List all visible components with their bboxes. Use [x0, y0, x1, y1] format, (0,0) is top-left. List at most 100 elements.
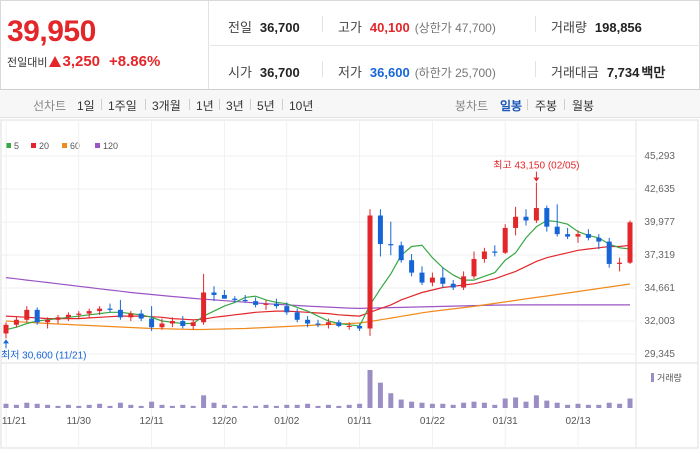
volume-bar	[65, 404, 71, 408]
candle-body	[336, 322, 342, 327]
volume-bar	[294, 404, 300, 408]
candle-body	[159, 323, 165, 328]
change-row: 전일대비 3,250 +8.86%	[7, 53, 160, 70]
candle-body	[128, 313, 134, 318]
candle-body	[201, 292, 207, 323]
period-1d[interactable]: 1일	[77, 99, 95, 113]
chart-toolbar: 선차트 1일 1주일 3개월 1년 3년 5년 10년 봉차트 일봉 주봉 월봉	[0, 90, 700, 118]
candle-body	[565, 234, 571, 237]
min-marker: 최저 30,600 (11/21)	[1, 339, 87, 361]
candle-body	[149, 318, 155, 328]
volume-bar	[242, 405, 248, 408]
volume-bar	[419, 402, 425, 408]
line-chart-label: 선차트	[33, 99, 67, 113]
candle-body	[138, 313, 144, 319]
period-1w[interactable]: 1주일	[108, 99, 137, 113]
volume-bar	[232, 405, 238, 408]
divider	[219, 99, 220, 110]
period-3m[interactable]: 3개월	[152, 99, 181, 113]
max-label: 최고 43,150 (02/05)	[493, 160, 579, 172]
candle-body	[440, 277, 446, 284]
volume-bar	[429, 403, 435, 408]
stat-value: 7,734	[606, 65, 640, 80]
change-percent: +8.86%	[109, 53, 161, 70]
candle-body	[117, 309, 123, 318]
legend-label-60: 60	[70, 141, 80, 151]
candles	[3, 182, 633, 339]
volume-bar	[471, 401, 477, 408]
volume-bar	[263, 404, 269, 408]
volume-bar	[253, 405, 259, 408]
divider	[535, 16, 536, 32]
candle-daily[interactable]: 일봉	[500, 99, 523, 113]
candle-body	[606, 241, 612, 264]
volume-bar	[409, 401, 415, 408]
volume-bar	[273, 405, 279, 408]
candle-body	[325, 322, 331, 325]
candle-body	[388, 244, 394, 246]
candle-monthly[interactable]: 월봉	[572, 99, 595, 113]
volume-bar	[128, 404, 134, 408]
volume-bar	[221, 404, 227, 408]
stat-upper-limit: (상한가 47,700)	[414, 21, 496, 35]
price-chart: 5 20 60 120 45,293 42,635 39,977 37,319 34,6…	[0, 118, 700, 450]
candle-body	[107, 308, 113, 310]
candle-body	[575, 234, 581, 237]
volume-bar	[159, 404, 165, 408]
candle-body	[55, 317, 61, 320]
divider	[282, 99, 283, 110]
current-price: 39,950	[7, 15, 96, 48]
candle-weekly[interactable]: 주봉	[535, 99, 558, 113]
candle-body	[627, 222, 633, 263]
candle-body	[242, 299, 248, 302]
volume-bar	[190, 405, 196, 408]
period-10y[interactable]: 10년	[289, 99, 314, 113]
max-arrow-head	[533, 177, 540, 182]
candle-body	[617, 262, 623, 264]
period-1y[interactable]: 1년	[196, 99, 214, 113]
volume-bar	[440, 403, 446, 408]
candle-body	[253, 301, 259, 305]
candle-body	[429, 277, 435, 283]
volume-bar	[55, 405, 61, 408]
candle-body	[544, 208, 550, 227]
divider	[322, 61, 323, 77]
divider	[145, 99, 146, 110]
stat-lower-limit: (하한가 25,700)	[414, 66, 496, 80]
legend-label-20: 20	[39, 141, 49, 151]
candle-body	[65, 314, 71, 318]
candle-body	[169, 321, 175, 324]
up-triangle-icon	[49, 55, 62, 67]
divider	[527, 99, 528, 110]
legend-swatch-60	[62, 143, 67, 148]
stat-high: 고가 40,100 (상한가 47,700)	[338, 17, 496, 36]
candle-body	[554, 226, 560, 235]
volume-bar	[492, 404, 498, 408]
period-5y[interactable]: 5년	[257, 99, 275, 113]
period-3y[interactable]: 3년	[226, 99, 244, 113]
volume-bar	[107, 405, 113, 408]
y-tick-label: 34,661	[644, 283, 675, 294]
ma20-line	[5, 244, 631, 321]
candle-body	[305, 319, 311, 324]
stat-label: 거래대금	[551, 65, 599, 80]
volume-bar	[357, 403, 363, 408]
price-box: 39,950 전일대비 3,250 +8.86%	[1, 1, 209, 89]
x-tick-label: 01/02	[274, 416, 299, 427]
legend-label-120: 120	[103, 141, 118, 151]
x-tick-label: 02/13	[565, 416, 590, 427]
x-tick-label: 01/11	[347, 416, 372, 427]
stat-prev-close: 전일 36,700	[228, 17, 300, 36]
stat-value: 36,700	[259, 65, 300, 80]
stat-label: 시가	[228, 65, 252, 80]
stat-value: 36,600	[369, 65, 410, 80]
volume-bar	[544, 400, 550, 408]
volume-bar	[554, 402, 560, 408]
stats-divider	[210, 45, 700, 46]
stat-low: 저가 36,600 (하한가 25,700)	[338, 62, 496, 81]
candle-body	[263, 303, 269, 305]
quote-stats: 전일 36,700 고가 40,100 (상한가 47,700) 거래량 198…	[210, 1, 700, 89]
candle-body	[533, 208, 539, 221]
candle-body	[232, 298, 238, 300]
divider	[101, 99, 102, 110]
